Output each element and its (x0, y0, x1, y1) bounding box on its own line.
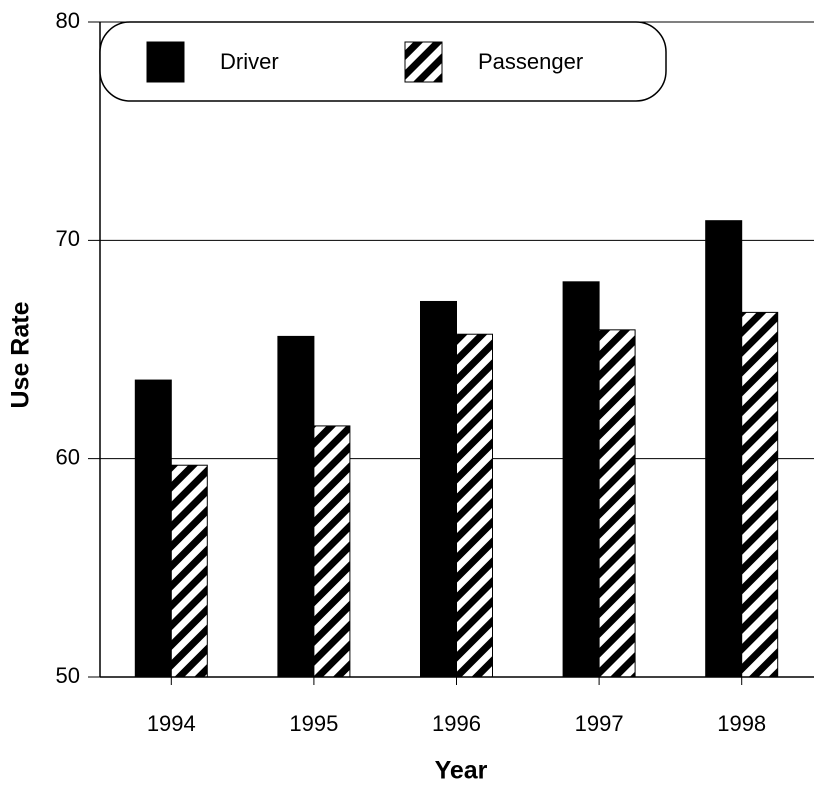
y-tick-label: 80 (56, 8, 80, 33)
x-tick-label: 1997 (575, 711, 624, 736)
bar (170, 464, 208, 678)
legend-label: Driver (220, 49, 279, 74)
y-tick-label: 50 (56, 663, 80, 688)
x-tick-label: 1996 (432, 711, 481, 736)
x-tick-label: 1994 (147, 711, 196, 736)
x-tick-label: 1998 (717, 711, 766, 736)
y-tick-label: 70 (56, 226, 80, 251)
y-tick-label: 60 (56, 444, 80, 469)
x-tick-label: 1995 (289, 711, 338, 736)
legend-box (99, 21, 667, 102)
bar (420, 300, 457, 678)
bar (562, 281, 600, 678)
legend-swatch (404, 41, 443, 83)
legend-label: Passenger (478, 49, 583, 74)
bar (134, 379, 172, 678)
bar (277, 335, 315, 678)
bar (313, 425, 351, 678)
legend-swatch (146, 41, 185, 83)
x-axis-title: Year (435, 757, 488, 785)
y-axis-title: Use Rate (7, 301, 35, 408)
bar (456, 333, 493, 678)
bar (705, 220, 743, 678)
bar (598, 329, 636, 678)
bar (741, 311, 779, 678)
